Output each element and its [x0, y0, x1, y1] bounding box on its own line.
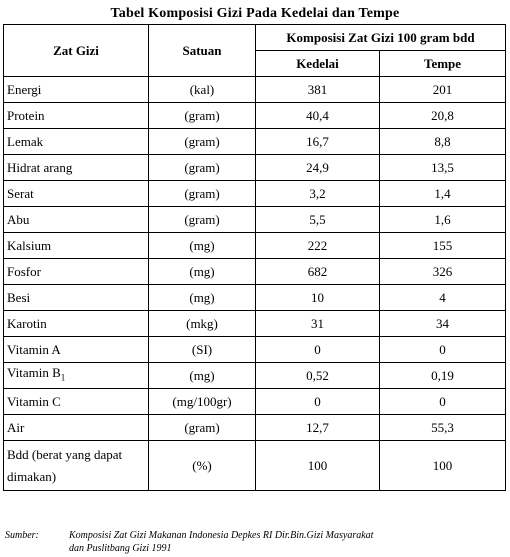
table-row: Vitamin C (mg/100gr) 0 0 [3, 388, 507, 415]
table-row: Vitamin A (SI) 0 0 [3, 336, 507, 363]
table-row: Kalsium (mg) 222 155 [3, 232, 507, 259]
subscript-text: 1 [60, 372, 66, 383]
cell-kedelai: 682 [255, 258, 380, 285]
cell-zat-gizi: Fosfor [3, 258, 149, 285]
cell-zat-gizi: Air [3, 414, 149, 441]
cell-kedelai: 3,2 [255, 180, 380, 207]
cell-tempe: 326 [378, 258, 507, 285]
table-row: Fosfor (mg) 682 326 [3, 258, 507, 285]
source-line-2: dan Puslitbang Gizi 1991 [69, 543, 172, 554]
table-row: Abu (gram) 5,5 1,6 [3, 206, 507, 233]
cell-tempe: 0 [378, 388, 507, 415]
cell-zat-gizi: Vitamin A [3, 336, 149, 363]
table-row: Vitamin B1 (mg) 0,52 0,19 [3, 362, 507, 389]
cell-satuan: (gram) [148, 180, 256, 207]
cell-satuan: (mg) [148, 258, 256, 285]
subheader-row: Kedelai Tempe [4, 50, 507, 77]
cell-kedelai: 24,9 [255, 154, 380, 181]
cell-zat-gizi-text: Vitamin B [7, 365, 61, 381]
cell-satuan: (gram) [148, 414, 256, 441]
column-header-kedelai: Kedelai [255, 50, 380, 77]
cell-tempe: 34 [378, 310, 507, 337]
cell-kedelai: 381 [255, 76, 380, 103]
table-row: Besi (mg) 10 4 [3, 284, 507, 311]
cell-zat-gizi: Bdd (berat yang dapat dimakan) [3, 440, 149, 491]
cell-satuan: (mkg) [148, 310, 256, 337]
cell-zat-gizi: Lemak [3, 128, 149, 155]
cell-zat-gizi-line2: dimakan) [7, 468, 57, 484]
cell-zat-gizi: Vitamin C [3, 388, 149, 415]
cell-satuan: (mg/100gr) [148, 388, 256, 415]
table-row: Air (gram) 12,7 55,3 [3, 414, 507, 441]
cell-tempe: 100 [378, 440, 507, 491]
cell-satuan: (mg) [148, 232, 256, 259]
cell-tempe: 4 [378, 284, 507, 311]
table-row: Karotin (mkg) 31 34 [3, 310, 507, 337]
cell-satuan: (gram) [148, 154, 256, 181]
column-header-zat-gizi: Zat Gizi [3, 24, 149, 77]
cell-tempe: 1,6 [378, 206, 507, 233]
cell-tempe: 0 [378, 336, 507, 363]
cell-zat-gizi: Vitamin B1 [3, 362, 149, 389]
cell-zat-gizi: Protein [3, 102, 149, 129]
cell-tempe: 201 [378, 76, 507, 103]
cell-satuan: (mg) [148, 362, 256, 389]
cell-kedelai: 100 [255, 440, 380, 491]
cell-zat-gizi: Hidrat arang [3, 154, 149, 181]
cell-satuan: (mg) [148, 284, 256, 311]
cell-kedelai: 40,4 [255, 102, 380, 129]
table-row: Bdd (berat yang dapat dimakan) (%) 100 10… [3, 440, 507, 491]
cell-satuan: (SI) [148, 336, 256, 363]
cell-zat-gizi: Karotin [3, 310, 149, 337]
cell-zat-gizi: Kalsium [3, 232, 149, 259]
cell-zat-gizi: Abu [3, 206, 149, 233]
cell-kedelai: 5,5 [255, 206, 380, 233]
column-header-satuan: Satuan [148, 24, 256, 77]
cell-zat-gizi: Energi [3, 76, 149, 103]
cell-kedelai: 31 [255, 310, 380, 337]
cell-zat-gizi-line1: Bdd (berat yang dapat [7, 446, 123, 462]
cell-kedelai: 222 [255, 232, 380, 259]
cell-zat-gizi: Serat [3, 180, 149, 207]
cell-zat-gizi: Besi [3, 284, 149, 311]
table-row: Lemak (gram) 16,7 8,8 [3, 128, 507, 155]
table-row: Protein (gram) 40,4 20,8 [3, 102, 507, 129]
cell-satuan: (kal) [148, 76, 256, 103]
table-row: Hidrat arang (gram) 24,9 13,5 [3, 154, 507, 181]
cell-tempe: 1,4 [378, 180, 507, 207]
source-text: Komposisi Zat Gizi Makanan Indonesia Dep… [69, 529, 489, 555]
cell-satuan: (gram) [148, 206, 256, 233]
cell-satuan: (gram) [148, 102, 256, 129]
cell-tempe: 155 [378, 232, 507, 259]
nutrition-table: Zat Gizi Satuan Komposisi Zat Gizi 100 g… [3, 24, 507, 491]
table-row: Serat (gram) 3,2 1,4 [3, 180, 507, 207]
cell-tempe: 55,3 [378, 414, 507, 441]
cell-tempe: 20,8 [378, 102, 507, 129]
source-line-1: Komposisi Zat Gizi Makanan Indonesia Dep… [69, 530, 374, 541]
table-row: Energi (kal) 381 201 [3, 76, 507, 103]
cell-tempe: 0,19 [378, 362, 507, 389]
cell-kedelai: 10 [255, 284, 380, 311]
cell-kedelai: 0 [255, 388, 380, 415]
column-group-header: Komposisi Zat Gizi 100 gram bdd [254, 24, 507, 51]
header-row: Zat Gizi Satuan Komposisi Zat Gizi 100 g… [3, 24, 507, 77]
source-label: Sumber: [5, 530, 39, 541]
table-title: Tabel Komposisi Gizi Pada Kedelai dan Te… [110, 6, 400, 21]
cell-satuan: (%) [148, 440, 256, 491]
cell-kedelai: 16,7 [255, 128, 380, 155]
cell-kedelai: 0,52 [255, 362, 380, 389]
column-header-tempe: Tempe [378, 50, 507, 77]
cell-tempe: 13,5 [378, 154, 507, 181]
cell-tempe: 8,8 [378, 128, 507, 155]
cell-kedelai: 12,7 [255, 414, 380, 441]
cell-kedelai: 0 [255, 336, 380, 363]
cell-satuan: (gram) [148, 128, 256, 155]
